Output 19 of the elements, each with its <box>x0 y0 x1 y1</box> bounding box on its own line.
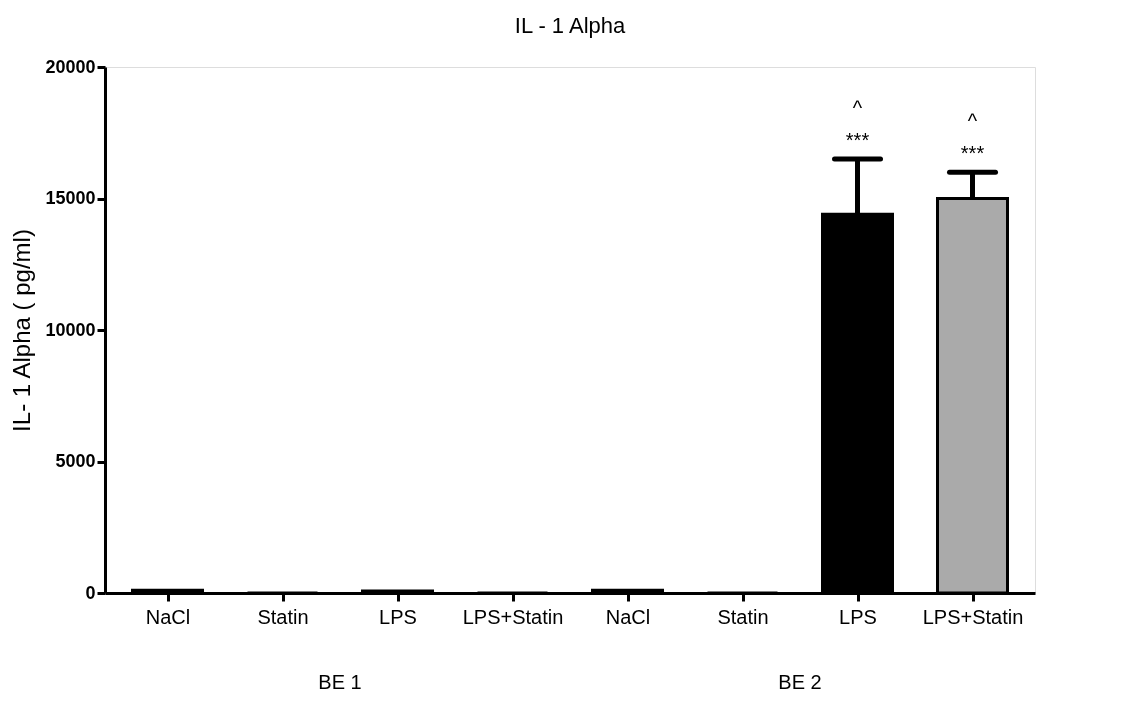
text: BE 1 <box>318 671 362 693</box>
y-tick-label: 5000 <box>55 451 96 471</box>
x-tick-label: LPS <box>379 605 417 628</box>
y-tick-label: 20000 <box>45 56 96 77</box>
text: BE 2 <box>778 671 822 693</box>
y-tick-label: 10000 <box>45 319 96 340</box>
text: ^ *** <box>845 97 870 152</box>
x-tick-label: LPS <box>839 605 877 628</box>
x-tick-label: Statin <box>717 605 769 628</box>
y-tick-label: 0 <box>85 582 96 603</box>
chart-title: IL - 1 Alpha <box>514 13 627 38</box>
text: ^ *** <box>960 110 985 165</box>
x-tick-label: NaCl <box>605 605 651 628</box>
y-axis-title: IL- 1 Alpha ( pg/ml) <box>8 229 36 432</box>
x-tick-label: LPS+Statin <box>922 605 1024 628</box>
x-tick-label: NaCl <box>145 605 191 628</box>
x-tick-label: Statin <box>257 605 309 628</box>
x-tick-label: LPS+Statin <box>462 605 564 628</box>
y-tick-label: 15000 <box>45 188 96 208</box>
